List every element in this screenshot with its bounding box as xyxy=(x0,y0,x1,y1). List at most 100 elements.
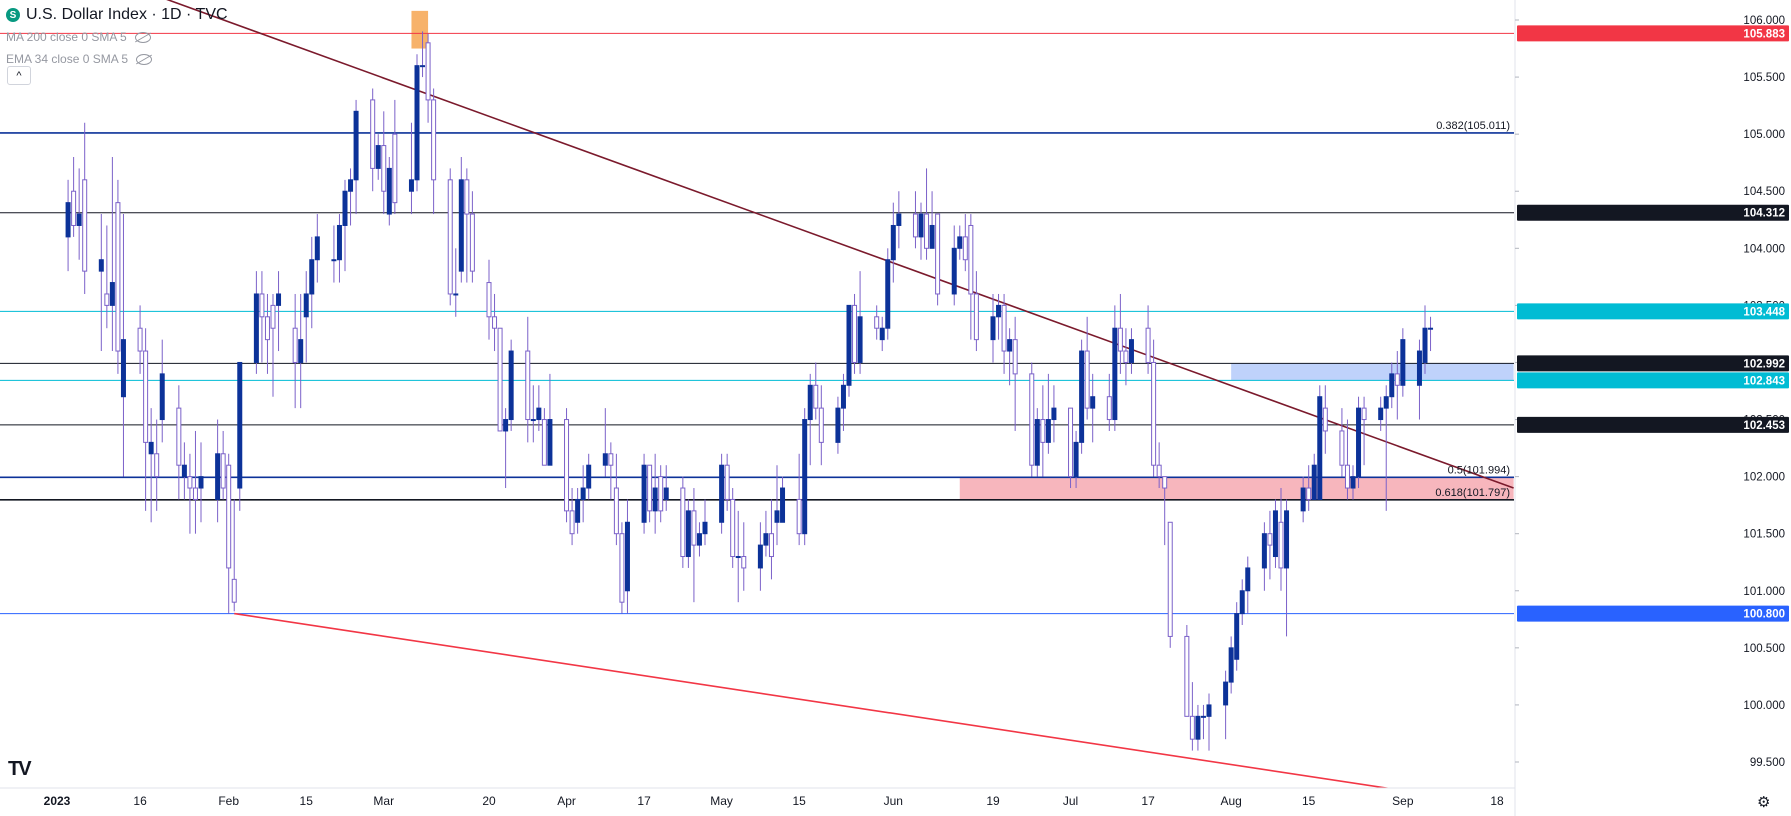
trendline-1[interactable] xyxy=(35,0,1514,489)
candle[interactable] xyxy=(181,464,187,478)
candle[interactable] xyxy=(846,304,852,386)
candle[interactable] xyxy=(1195,715,1201,740)
candle[interactable] xyxy=(575,498,581,523)
candle[interactable] xyxy=(1128,339,1134,363)
candle[interactable] xyxy=(148,441,154,455)
candle[interactable] xyxy=(647,464,653,512)
candle[interactable] xyxy=(1051,407,1057,421)
candle[interactable] xyxy=(508,350,514,421)
candle[interactable] xyxy=(602,453,608,466)
candle[interactable] xyxy=(1361,407,1367,421)
candle[interactable] xyxy=(641,464,647,523)
candle[interactable] xyxy=(503,419,509,432)
candle[interactable] xyxy=(835,407,841,443)
candle[interactable] xyxy=(303,293,309,318)
candle[interactable] xyxy=(176,407,182,466)
candle[interactable] xyxy=(292,327,298,363)
candle[interactable] xyxy=(309,259,315,295)
candle[interactable] xyxy=(220,453,226,489)
candle[interactable] xyxy=(492,316,498,329)
candle[interactable] xyxy=(259,293,265,318)
candle[interactable] xyxy=(198,476,204,489)
candle[interactable] xyxy=(1300,487,1306,512)
candle[interactable] xyxy=(1007,339,1013,352)
candle[interactable] xyxy=(137,327,143,352)
candle[interactable] xyxy=(154,453,160,478)
candle[interactable] xyxy=(652,487,658,512)
candle[interactable] xyxy=(276,293,282,306)
candle[interactable] xyxy=(469,213,475,272)
candle[interactable] xyxy=(298,339,304,363)
candle[interactable] xyxy=(1162,476,1168,489)
candle[interactable] xyxy=(226,464,232,569)
candle[interactable] xyxy=(1422,327,1428,363)
candle[interactable] xyxy=(569,510,575,535)
price-badge[interactable] xyxy=(1517,25,1789,42)
price-axis[interactable] xyxy=(1515,0,1791,816)
candle[interactable] xyxy=(1223,681,1229,706)
candle[interactable] xyxy=(624,521,630,592)
candle[interactable] xyxy=(1339,430,1345,466)
candle[interactable] xyxy=(348,179,354,192)
candle[interactable] xyxy=(918,213,924,238)
candle[interactable] xyxy=(763,533,769,546)
candle[interactable] xyxy=(1272,510,1278,558)
candle[interactable] xyxy=(1084,350,1090,409)
candle[interactable] xyxy=(71,190,77,226)
candle[interactable] xyxy=(1284,510,1290,569)
candle[interactable] xyxy=(774,510,780,523)
candle[interactable] xyxy=(685,510,691,558)
candle[interactable] xyxy=(486,282,492,318)
candle[interactable] xyxy=(1117,327,1123,352)
candle[interactable] xyxy=(912,213,918,238)
candle[interactable] xyxy=(1145,327,1151,363)
candle[interactable] xyxy=(780,487,786,523)
candle[interactable] xyxy=(392,133,398,204)
candle[interactable] xyxy=(757,544,763,569)
candle[interactable] xyxy=(924,213,930,249)
candle[interactable] xyxy=(314,236,320,261)
candle[interactable] xyxy=(874,316,880,329)
candle[interactable] xyxy=(453,293,459,296)
candle[interactable] xyxy=(613,487,619,535)
candle[interactable] xyxy=(120,339,126,398)
candle[interactable] xyxy=(331,259,337,262)
candle[interactable] xyxy=(1306,487,1312,500)
candle[interactable] xyxy=(82,179,88,272)
candle[interactable] xyxy=(896,213,902,226)
candle[interactable] xyxy=(691,510,697,546)
candle[interactable] xyxy=(968,224,974,295)
tradingview-logo-icon[interactable]: TV xyxy=(8,758,32,780)
candle[interactable] xyxy=(730,498,736,558)
candle[interactable] xyxy=(1012,339,1018,375)
candle[interactable] xyxy=(996,304,1002,318)
candle[interactable] xyxy=(813,384,819,409)
candle[interactable] xyxy=(1383,396,1389,409)
candle[interactable] xyxy=(658,476,664,512)
candle[interactable] xyxy=(1234,613,1240,660)
candle[interactable] xyxy=(619,533,625,603)
candle[interactable] xyxy=(115,202,121,352)
candle[interactable] xyxy=(253,293,259,363)
candle[interactable] xyxy=(935,213,941,295)
candle[interactable] xyxy=(1400,339,1406,386)
candle[interactable] xyxy=(1311,464,1317,500)
candle[interactable] xyxy=(1079,350,1085,443)
candle[interactable] xyxy=(1156,464,1162,478)
candle[interactable] xyxy=(525,350,531,421)
candle[interactable] xyxy=(530,419,536,422)
candle[interactable] xyxy=(1356,407,1362,478)
candle[interactable] xyxy=(104,293,110,306)
candle[interactable] xyxy=(192,487,198,500)
price-badge[interactable] xyxy=(1517,303,1789,320)
candle[interactable] xyxy=(370,99,376,169)
candle[interactable] xyxy=(1112,327,1118,421)
candle[interactable] xyxy=(1378,407,1384,421)
candle[interactable] xyxy=(1278,521,1284,569)
candle[interactable] xyxy=(1350,476,1356,489)
candle[interactable] xyxy=(408,179,414,192)
candle[interactable] xyxy=(1228,647,1234,683)
candle[interactable] xyxy=(1394,373,1400,386)
candle[interactable] xyxy=(973,293,979,341)
